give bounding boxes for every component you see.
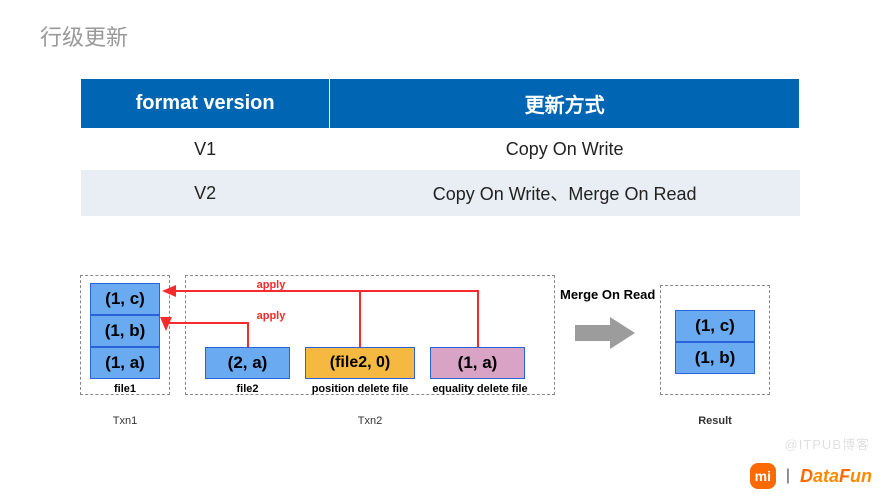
table-cell: Copy On Write [330,129,800,171]
result-label: Result [660,415,770,427]
col-header-mode: 更新方式 [330,79,800,129]
page-title: 行级更新 [40,20,128,52]
table-cell: Copy On Write、Merge On Read [330,170,800,216]
result-cell-0: (1, c) [675,310,755,342]
apply-label-2: apply [246,310,296,322]
update-mode-table: format version 更新方式 V1 Copy On Write V2 … [80,78,800,216]
watermark: @ITPUB博客 [785,434,870,453]
mi-logo-icon: mi [750,463,776,489]
apply-arrows [70,265,570,405]
table-row: V2 Copy On Write、Merge On Read [81,170,800,216]
diagram-area: (1, c) (1, b) (1, a) file1 Txn1 (2, a) f… [70,265,820,455]
datafun-logo: DataFun [800,466,872,487]
footer-divider: | [786,467,790,485]
table-cell: V1 [81,129,330,171]
txn1-label: Txn1 [80,415,170,427]
apply-label-1: apply [246,279,296,291]
table-row: V1 Copy On Write [81,129,800,171]
result-cell-1: (1, b) [675,342,755,374]
big-arrow-icon [570,313,640,353]
table-cell: V2 [81,170,330,216]
col-header-format: format version [81,79,330,129]
txn2-label: Txn2 [185,415,555,427]
merge-on-read-label: Merge On Read [560,287,655,302]
footer-logos: mi | DataFun [750,463,872,489]
